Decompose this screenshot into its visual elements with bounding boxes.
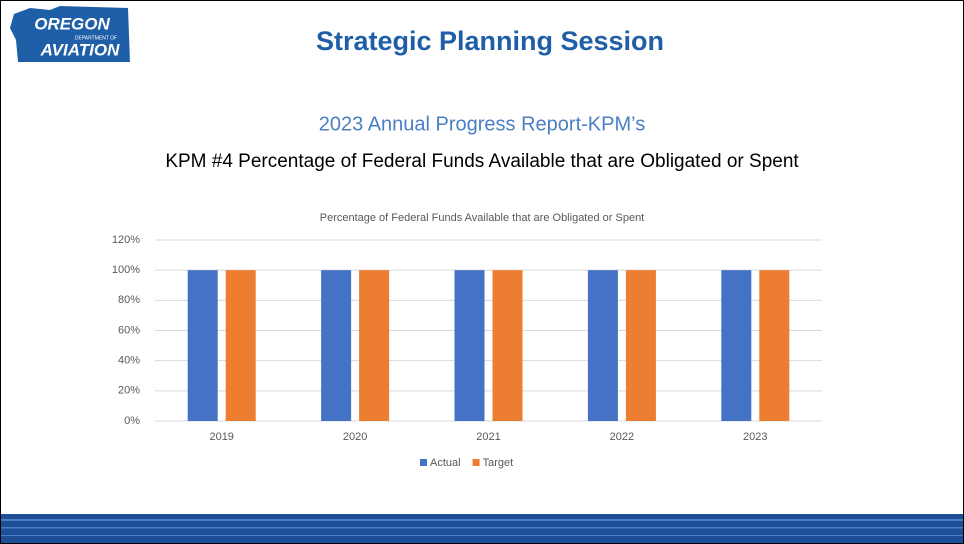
legend-swatch	[472, 459, 480, 466]
y-tick-label: 40%	[118, 355, 140, 367]
x-tick-label: 2020	[343, 431, 367, 443]
bar	[721, 270, 752, 421]
bar	[454, 270, 485, 421]
bar	[625, 270, 656, 421]
legend-swatch	[420, 459, 427, 466]
y-tick-label: 60%	[118, 324, 140, 336]
slide-title: Strategic Planning Session	[316, 26, 664, 56]
bar	[492, 270, 523, 421]
legend-label: Actual	[430, 457, 461, 469]
bar	[759, 270, 790, 421]
footer-band	[1, 514, 963, 543]
chart-title: Percentage of Federal Funds Available th…	[320, 212, 645, 224]
bar	[225, 270, 256, 421]
y-tick-label: 120%	[112, 234, 140, 246]
bar	[321, 270, 352, 421]
bar	[587, 270, 618, 421]
logo-text: OREGON	[34, 14, 110, 33]
logo-text: AVIATION	[40, 40, 120, 59]
footer-stripe	[1, 519, 963, 521]
slide-heading: KPM #4 Percentage of Federal Funds Avail…	[165, 151, 799, 172]
x-tick-label: 2023	[743, 431, 767, 443]
x-tick-label: 2021	[476, 431, 500, 443]
y-tick-label: 80%	[118, 294, 140, 306]
slide-subtitle: 2023 Annual Progress Report-KPM’s	[319, 113, 645, 135]
footer-stripe	[1, 535, 963, 536]
logo: OREGON DEPARTMENT OF AVIATION	[10, 6, 130, 62]
x-tick-label: 2022	[610, 431, 634, 443]
footer-stripe	[1, 527, 963, 529]
logo-text: DEPARTMENT OF	[75, 35, 117, 41]
x-tick-label: 2019	[209, 431, 233, 443]
y-tick-label: 20%	[118, 385, 140, 397]
y-tick-label: 100%	[112, 264, 140, 276]
logo-shape	[10, 6, 130, 62]
bar	[359, 270, 390, 421]
legend-label: Target	[483, 457, 514, 469]
bar	[187, 270, 218, 421]
y-tick-label: 0%	[124, 415, 140, 427]
